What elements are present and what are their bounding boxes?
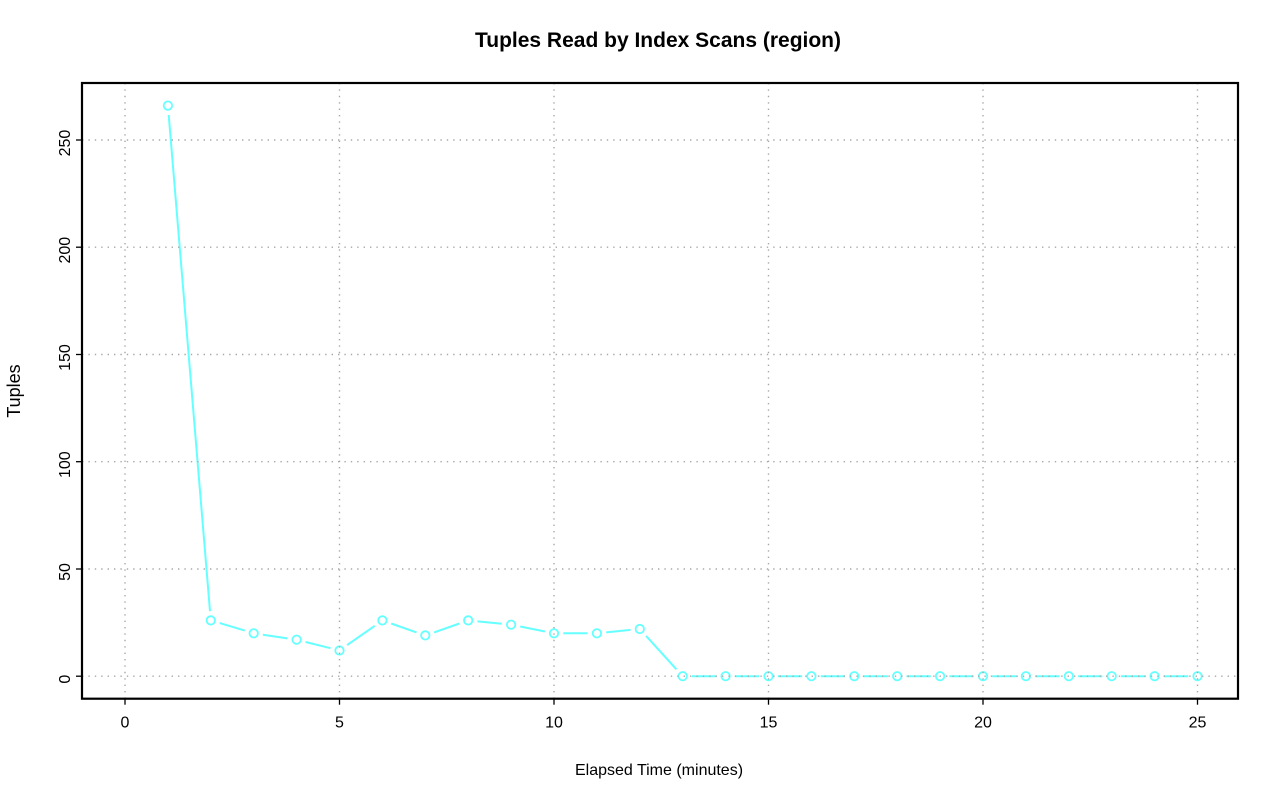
svg-text:25: 25 — [1189, 715, 1207, 732]
svg-text:Tuples: Tuples — [4, 364, 24, 417]
svg-text:15: 15 — [760, 715, 778, 732]
svg-text:100: 100 — [57, 451, 74, 478]
svg-text:50: 50 — [57, 563, 74, 581]
svg-text:250: 250 — [57, 130, 74, 157]
svg-text:150: 150 — [57, 344, 74, 371]
svg-text:20: 20 — [974, 715, 992, 732]
svg-text:200: 200 — [57, 237, 74, 264]
svg-text:10: 10 — [545, 715, 563, 732]
svg-text:0: 0 — [121, 715, 130, 732]
svg-text:5: 5 — [335, 715, 344, 732]
svg-text:Tuples Read by Index Scans (re: Tuples Read by Index Scans (region) — [475, 29, 841, 52]
svg-text:Elapsed Time (minutes): Elapsed Time (minutes) — [575, 762, 743, 779]
svg-text:0: 0 — [57, 675, 74, 684]
